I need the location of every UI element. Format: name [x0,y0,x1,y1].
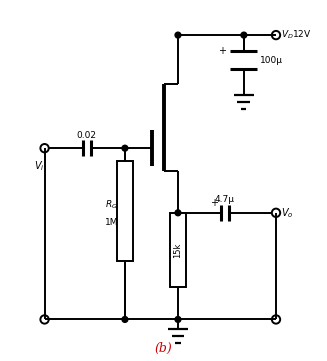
Text: $V_i$: $V_i$ [34,160,45,173]
Text: $V_o$: $V_o$ [281,206,293,220]
Circle shape [241,32,247,38]
Text: +: + [210,198,218,208]
Text: 100μ: 100μ [260,56,283,65]
Text: $R_G$: $R_G$ [105,199,118,211]
Text: 4.7μ: 4.7μ [215,195,235,204]
Circle shape [175,210,181,216]
Text: 15k: 15k [173,242,182,258]
Text: +: + [218,46,226,56]
Bar [117,161,133,261]
Text: 1M: 1M [105,218,118,227]
Text: 0.02: 0.02 [77,131,97,140]
Text: $V_D$12V: $V_D$12V [281,29,312,42]
Circle shape [122,145,128,151]
Circle shape [122,317,128,322]
Text: (b): (b) [155,342,172,355]
Bar [170,213,186,287]
Circle shape [175,32,181,38]
Circle shape [175,317,181,322]
